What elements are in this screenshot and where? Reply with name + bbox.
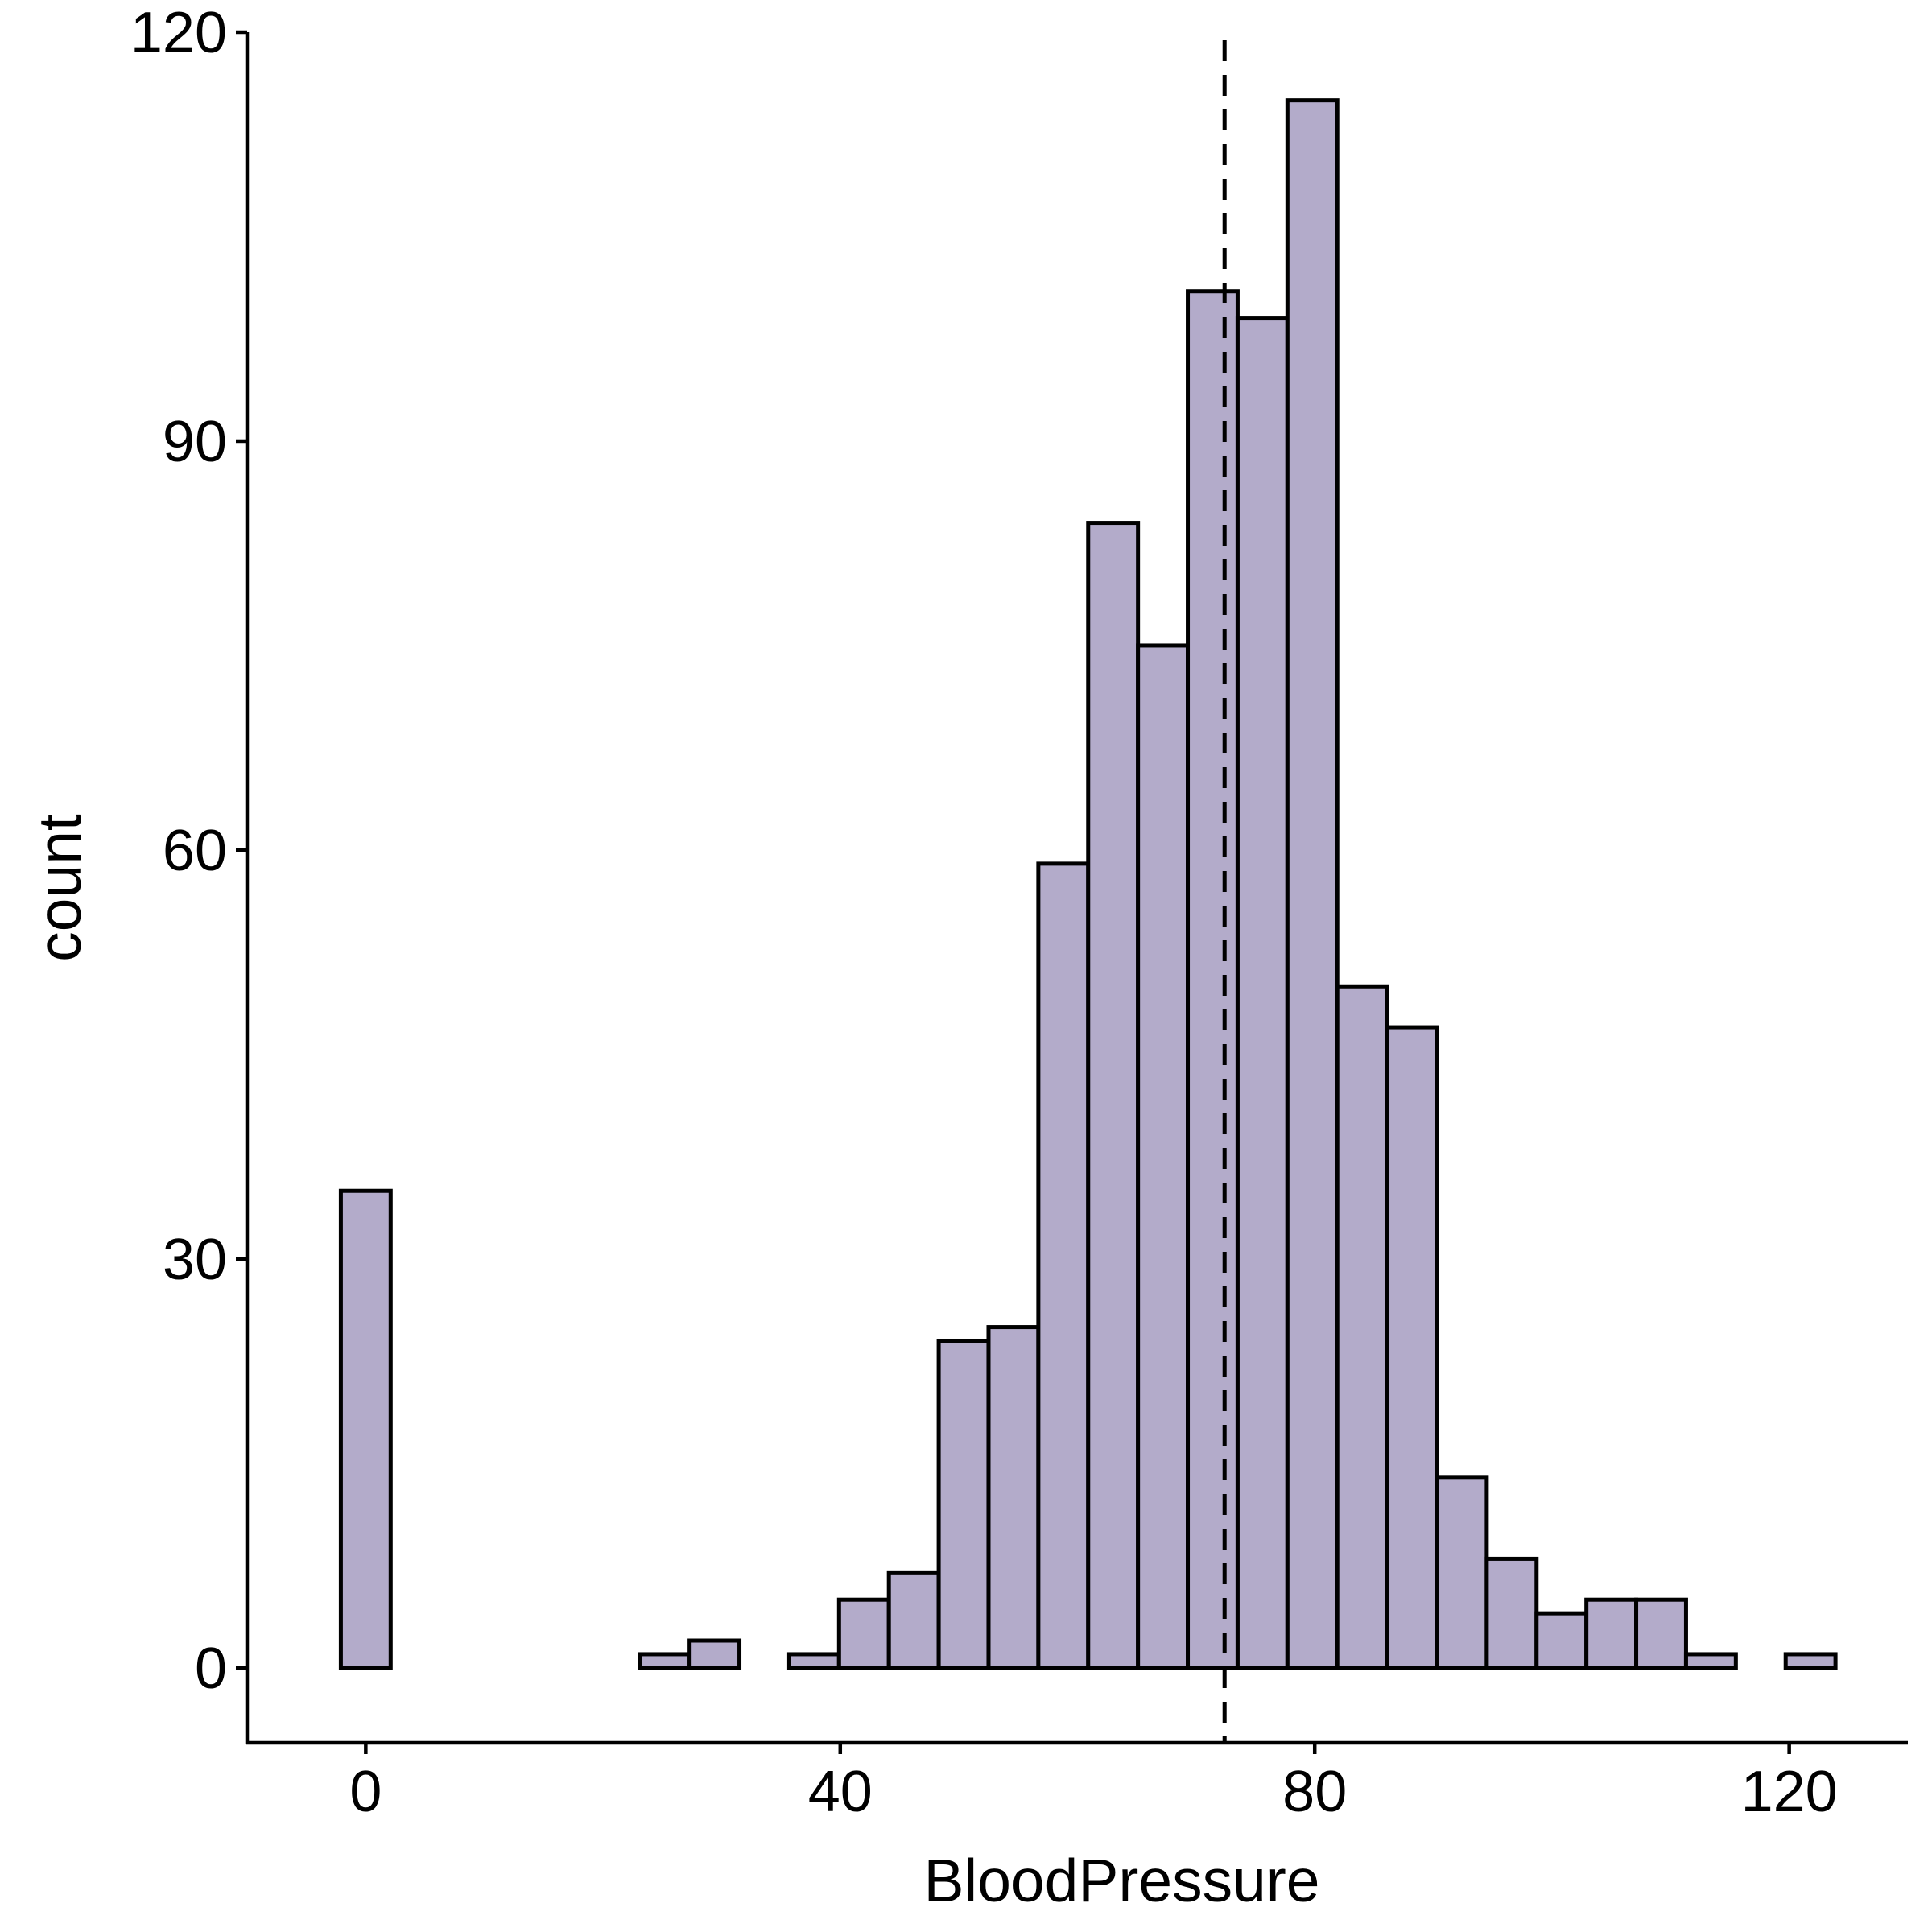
x-tick-label: 80	[1282, 1760, 1347, 1824]
histogram-bar	[687, 1638, 742, 1670]
axes: 0 30 60 90 120 0 40 80 120	[130, 1, 1908, 1824]
histogram-bar	[1385, 1025, 1439, 1670]
histogram-bar	[1335, 984, 1389, 1670]
histogram-bar	[936, 1338, 991, 1670]
y-tick-label: 60	[163, 819, 227, 883]
x-axis-title: BloodPressure	[924, 1847, 1320, 1914]
histogram-bar	[986, 1325, 1041, 1670]
y-axis-ticks: 0 30 60 90 120	[130, 1, 247, 1701]
y-tick-label: 30	[163, 1228, 227, 1292]
histogram-bar	[1435, 1475, 1489, 1670]
histogram-bar	[1783, 1652, 1838, 1670]
y-tick-label: 90	[163, 410, 227, 474]
histogram-bar	[1285, 98, 1340, 1670]
histogram-bar	[1186, 289, 1240, 1670]
y-axis-title: count	[26, 814, 93, 962]
histogram-bar	[1036, 861, 1091, 1670]
y-tick-label: 120	[130, 1, 227, 65]
histogram-bar	[1235, 316, 1290, 1670]
histogram-bar	[836, 1597, 891, 1670]
histogram-bar	[338, 1188, 393, 1670]
histogram-bar	[1484, 1556, 1539, 1670]
x-tick-label: 0	[349, 1760, 382, 1824]
histogram-bar	[1136, 643, 1191, 1670]
histogram-bar	[1584, 1597, 1639, 1670]
x-tick-label: 120	[1741, 1760, 1838, 1824]
histogram-bar	[1634, 1597, 1688, 1670]
histogram-bar	[1086, 521, 1141, 1670]
x-axis-ticks: 0 40 80 120	[349, 1743, 1838, 1824]
histogram-bar	[886, 1570, 941, 1670]
histogram-bars	[338, 98, 1838, 1670]
histogram-bar	[1683, 1652, 1738, 1670]
histogram-bar	[786, 1652, 841, 1670]
histogram-bar	[1534, 1611, 1589, 1670]
y-tick-label: 0	[195, 1637, 227, 1701]
histogram-bar	[638, 1652, 692, 1670]
x-tick-label: 40	[808, 1760, 873, 1824]
